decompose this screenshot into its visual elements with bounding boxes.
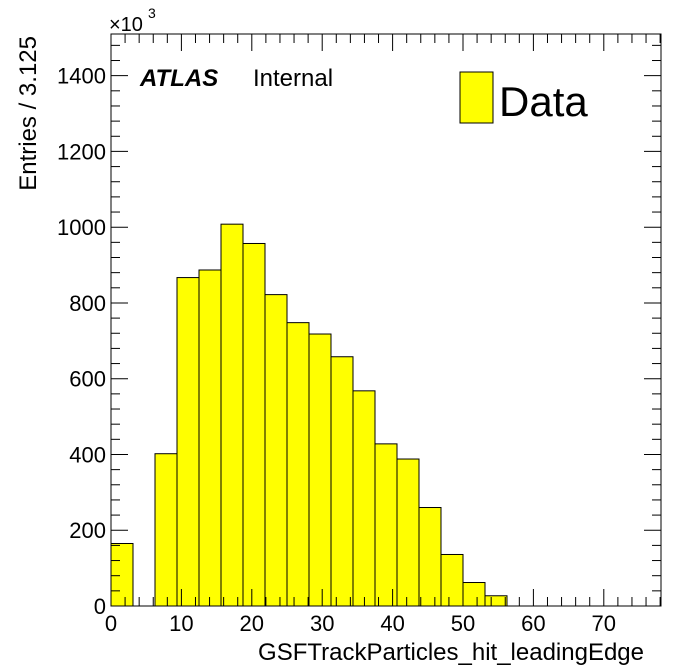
x-tick-label: 50 (451, 611, 475, 636)
x-tick-labels: 0 10 20 30 40 50 60 70 (105, 611, 616, 636)
atlas-label: ATLAS (139, 65, 218, 92)
histogram-bar (110, 542, 134, 607)
x-axis-title: GSFTrackParticles_hit_leadingEdge (258, 639, 644, 666)
y-tick-label: 1200 (57, 139, 106, 164)
y-tick-labels: 0 200 400 600 800 1000 1200 1400 (57, 64, 106, 619)
x-tick-label: 30 (310, 611, 334, 636)
histogram-bar (374, 443, 398, 607)
y-tick-label: 400 (69, 442, 106, 467)
histogram-bar (440, 553, 464, 607)
histogram-bar (308, 333, 332, 607)
plot-frame (110, 33, 662, 607)
histogram-bar (176, 277, 200, 607)
histogram-bar (462, 582, 486, 607)
x-tick-label: 40 (380, 611, 404, 636)
x-tick-label: 10 (169, 611, 193, 636)
x-tick-label: 70 (592, 611, 616, 636)
y-axis-multiplier-exponent: 3 (148, 5, 156, 21)
legend-label: Data (499, 78, 588, 125)
y-axis-multiplier: ×10 (109, 14, 143, 36)
histogram-bar (396, 458, 420, 607)
internal-label: Internal (253, 65, 333, 92)
histogram-bar (330, 356, 354, 607)
y-tick-label: 200 (69, 518, 106, 543)
histogram-bar (220, 223, 244, 607)
y-tick-label: 1000 (57, 215, 106, 240)
y-tick-label: 600 (69, 367, 106, 392)
histogram-bar (242, 242, 266, 607)
histogram-bar (484, 595, 508, 607)
histogram-bars (110, 223, 508, 607)
histogram-bar (352, 390, 376, 607)
histogram-bar (264, 294, 288, 607)
histogram-bar (198, 269, 222, 607)
x-tick-label: 0 (105, 611, 117, 636)
y-axis-title: Entries / 3.125 (15, 36, 42, 191)
histogram-bar (418, 507, 442, 607)
histogram-bar (154, 453, 178, 607)
x-tick-label: 20 (240, 611, 264, 636)
histogram-bar (286, 322, 310, 607)
legend-swatch (459, 71, 494, 124)
y-tick-label: 0 (94, 594, 106, 619)
y-tick-label: 800 (69, 291, 106, 316)
x-tick-label: 60 (521, 611, 545, 636)
axis-ticks (110, 34, 661, 607)
y-tick-label: 1400 (57, 64, 106, 89)
